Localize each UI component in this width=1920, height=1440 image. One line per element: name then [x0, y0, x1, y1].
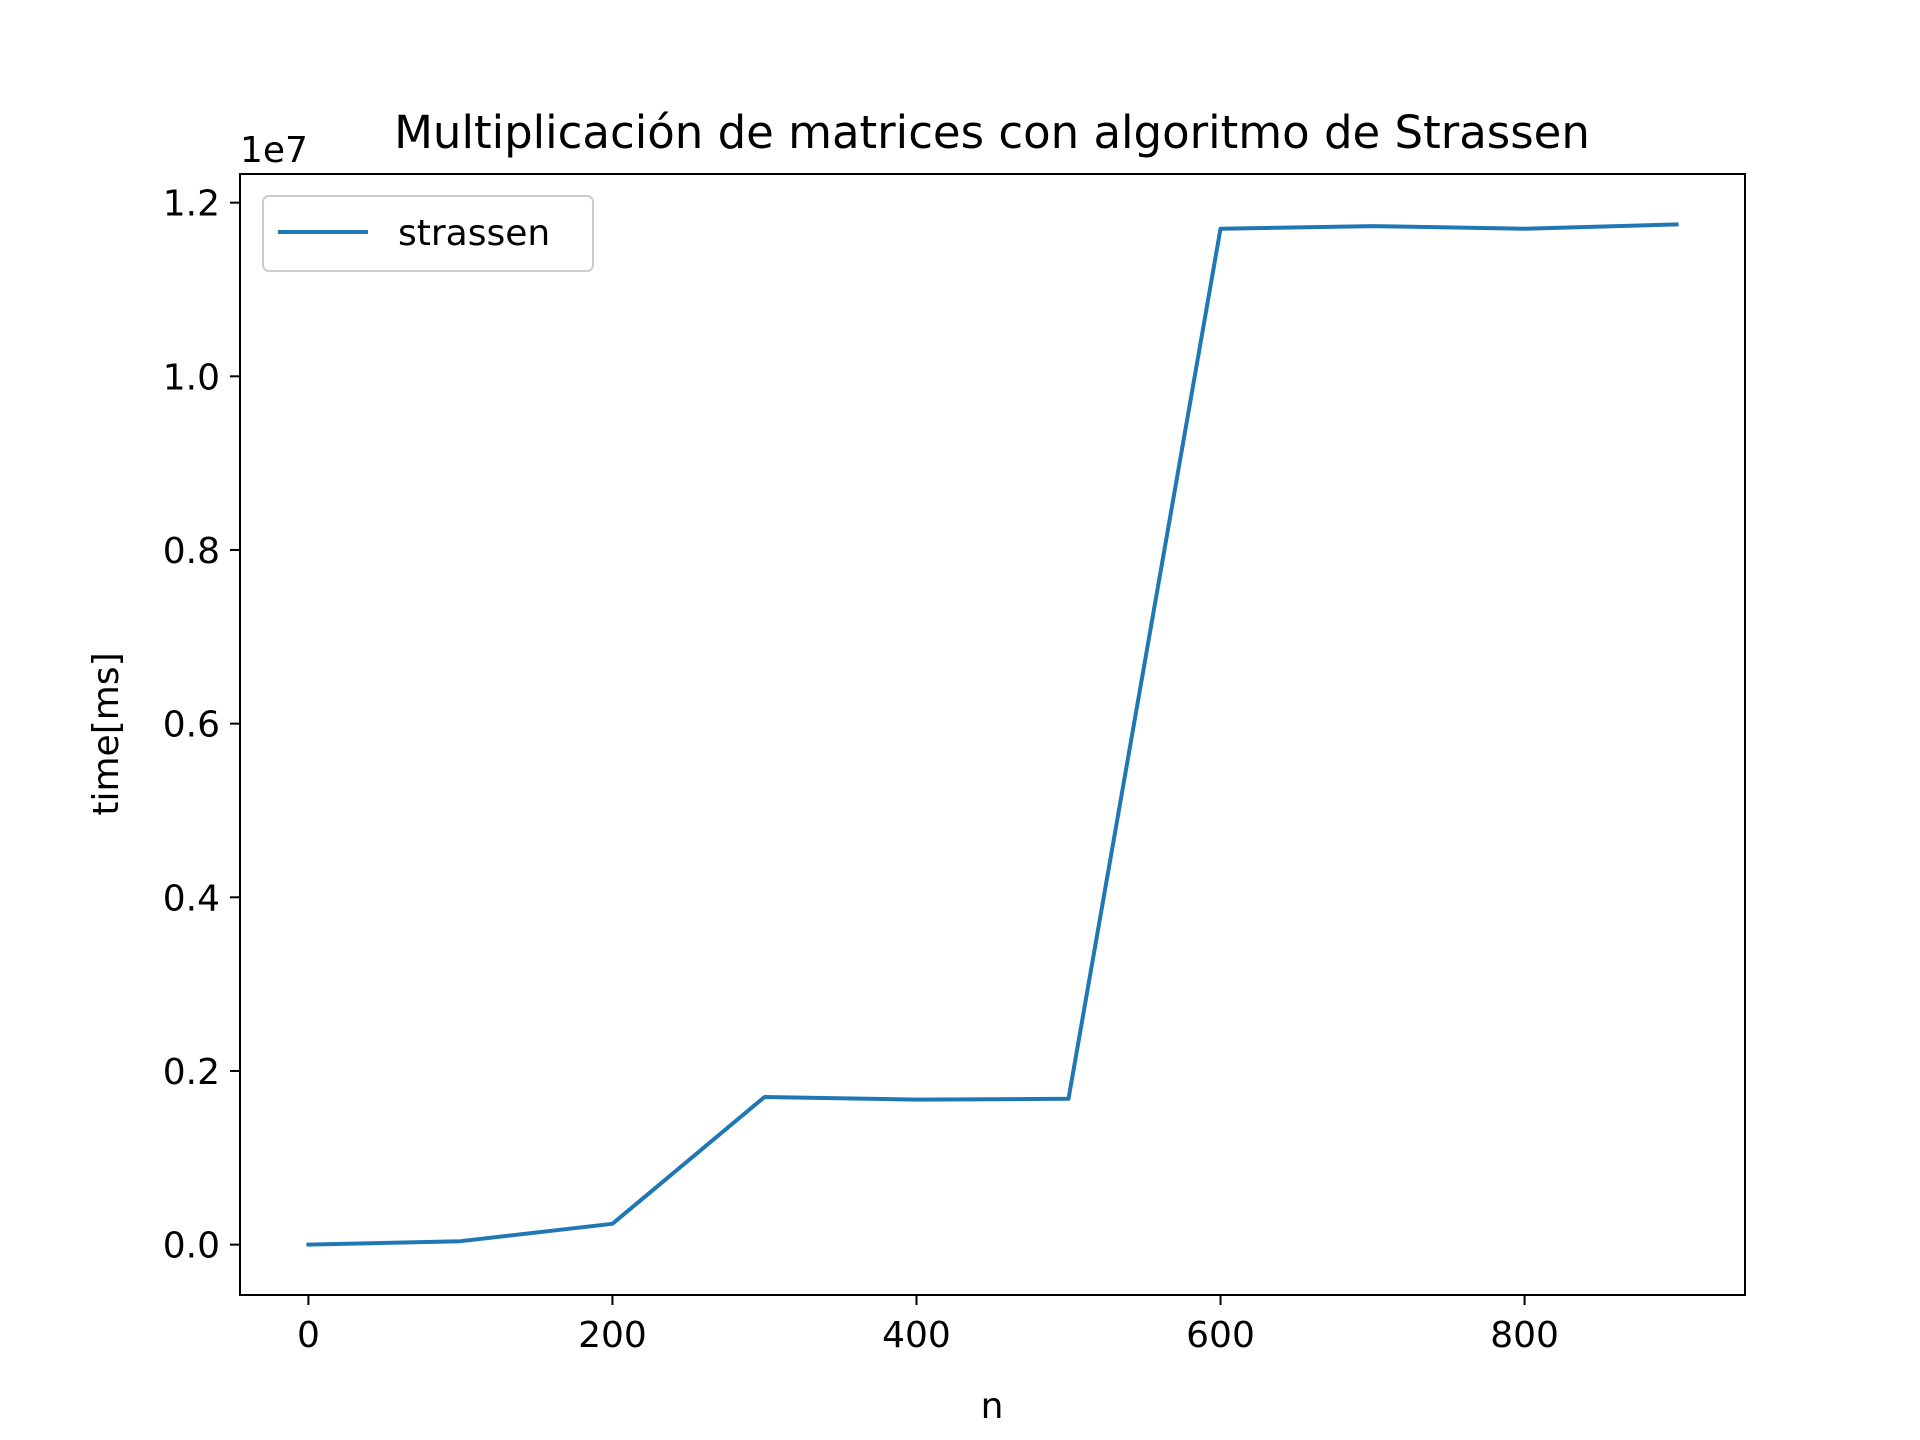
y-tick-label: 0.6: [163, 705, 220, 746]
y-tick-label: 1.0: [163, 357, 220, 398]
x-axis: 0 200 400 600 800: [297, 1295, 1559, 1356]
y-tick-label: 1.2: [163, 184, 220, 225]
y-tick-label: 0.4: [163, 878, 220, 919]
series-layer: [306, 222, 1679, 1247]
plot-area: 0 200 400 600 800 0.0 0.2 0.4 0.6 0.8 1.0 1.2: [163, 173, 1746, 1356]
y-tick-label: 0.2: [163, 1052, 220, 1093]
y-axis-label: time[ms]: [86, 652, 127, 815]
x-tick-label: 0: [297, 1315, 320, 1356]
legend: strassen: [262, 195, 594, 272]
y-offset-label: 1e7: [240, 130, 308, 171]
x-tick-label: 200: [578, 1315, 647, 1356]
x-tick-label: 600: [1186, 1315, 1255, 1356]
x-axis-label: n: [981, 1386, 1004, 1427]
y-tick-label: 0.0: [163, 1226, 220, 1267]
series-line-strassen: [306, 222, 1679, 1247]
legend-frame: [262, 195, 594, 272]
chart-title: Multiplicación de matrices con algoritmo…: [394, 106, 1590, 159]
y-tick-label: 0.8: [163, 531, 220, 572]
x-tick-label: 800: [1490, 1315, 1559, 1356]
y-axis: 0.0 0.2 0.4 0.6 0.8 1.0 1.2: [163, 184, 240, 1267]
x-tick-label: 400: [882, 1315, 951, 1356]
axes-frame: [239, 173, 1746, 1296]
legend-label-strassen: strassen: [398, 213, 550, 254]
